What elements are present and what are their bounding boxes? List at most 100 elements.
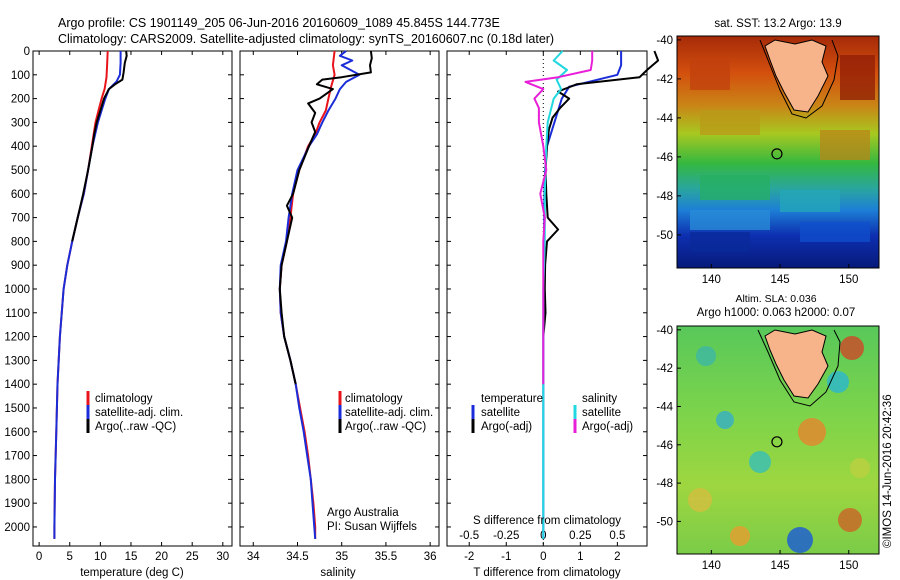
sla-blob bbox=[688, 488, 712, 512]
ytick-label: 1800 bbox=[4, 474, 30, 486]
diff-legend-t-sat: satellite bbox=[481, 407, 520, 419]
difference-panel: -2 -1 0 1 2-0.5 -0.25 0 0.25 0.5 T difference fr… bbox=[446, 50, 660, 579]
ytick-label: 1900 bbox=[4, 498, 30, 510]
ytick-label: 200 bbox=[11, 94, 30, 106]
map-xtick-label: 145 bbox=[770, 274, 789, 286]
sla-blob bbox=[730, 526, 750, 546]
difference-legend: temperature satellite Argo(-adj) salinit… bbox=[471, 393, 633, 433]
sla-blob bbox=[838, 508, 862, 532]
xtick-label: 20 bbox=[155, 551, 168, 563]
difference-lines bbox=[524, 50, 660, 539]
map-ytick-label: -42 bbox=[656, 363, 673, 375]
xtick-label: 0 bbox=[540, 551, 546, 563]
series-t-argo-adj- bbox=[542, 50, 660, 337]
temperature-lines bbox=[53, 50, 128, 539]
xtick-label: -2 bbox=[464, 551, 474, 563]
map-ytick-label: -46 bbox=[656, 440, 673, 452]
temperature-xlabel: temperature (deg C) bbox=[80, 567, 184, 579]
tasmania-land-sla bbox=[764, 329, 829, 399]
sst-patch bbox=[840, 55, 875, 100]
temperature-legend: climatology satellite-adj. clim. Argo(..… bbox=[86, 391, 183, 433]
sla-blob bbox=[716, 411, 734, 429]
sst-patches bbox=[690, 55, 875, 252]
ytick-label: 2000 bbox=[4, 522, 30, 534]
map-ytick-label: -40 bbox=[656, 35, 673, 47]
temperature-ticks: 0100200300400500600700800900100011001200… bbox=[4, 46, 232, 563]
sal-legend-climatology: climatology bbox=[345, 393, 403, 405]
sst-map-frame bbox=[676, 35, 880, 269]
header-line-1: Argo profile: CS 1901149_205 06-Jun-2016… bbox=[58, 16, 500, 30]
xtick-label: 1 bbox=[577, 551, 583, 563]
sla-blob bbox=[749, 451, 771, 473]
legend-satellite: satellite-adj. clim. bbox=[95, 407, 183, 419]
argo-location-marker bbox=[771, 148, 783, 160]
sst-patch bbox=[820, 130, 870, 160]
sst-patch bbox=[690, 60, 730, 90]
xtick-label: 35.5 bbox=[375, 551, 397, 563]
salinity-ticks: 34 34.5 35 35.5 36 bbox=[240, 50, 439, 563]
map-ytick-label: -50 bbox=[656, 516, 673, 528]
legend-salinity-title: salinity bbox=[582, 393, 617, 405]
xtick-label: 25 bbox=[186, 551, 199, 563]
imos-credit: ©IMOS 14-Jun-2016 20:42:36 bbox=[882, 394, 894, 548]
xtick-label: 5 bbox=[67, 551, 73, 563]
xtick-label: 10 bbox=[94, 551, 107, 563]
xtick-label: 2 bbox=[614, 551, 620, 563]
diff-legend-t-argo: Argo(-adj) bbox=[481, 421, 532, 433]
stick-label: -0.5 bbox=[459, 530, 479, 542]
sla-bathymetry-contour bbox=[757, 329, 841, 407]
sla-map-subtitle: Argo h1000: 0.063 h2000: 0.07 bbox=[697, 307, 856, 319]
sst-patch bbox=[800, 222, 870, 242]
diff-legend-s-sat: satellite bbox=[582, 407, 621, 419]
legend-temperature-title: temperature bbox=[481, 393, 543, 405]
ytick-label: 1200 bbox=[4, 332, 30, 344]
ytick-label: 1700 bbox=[4, 451, 30, 463]
ytick-label: 900 bbox=[11, 260, 30, 272]
stick-label: 0.5 bbox=[609, 530, 625, 542]
map-ytick-label: -40 bbox=[656, 325, 673, 337]
sal-legend-satellite: satellite-adj. clim. bbox=[345, 407, 433, 419]
salinity-legend: climatology satellite-adj. clim. Argo(..… bbox=[338, 391, 433, 433]
xtick-label: 15 bbox=[125, 551, 138, 563]
ytick-label: 1600 bbox=[4, 427, 30, 439]
map-xtick-label: 145 bbox=[770, 560, 789, 572]
sst-bathymetry-contour bbox=[759, 39, 839, 119]
map-ytick-label: -44 bbox=[656, 113, 673, 125]
ytick-label: 100 bbox=[11, 70, 30, 82]
map-xtick-label: 140 bbox=[702, 560, 721, 572]
map-ytick-label: -46 bbox=[656, 152, 673, 164]
argo-location-marker-sla bbox=[771, 436, 783, 448]
difference-xlabel-top: S difference from climatology bbox=[473, 515, 621, 527]
ytick-label: 300 bbox=[11, 117, 30, 129]
legend-climatology: climatology bbox=[95, 393, 153, 405]
xtick-label: 30 bbox=[216, 551, 229, 563]
salinity-xlabel: salinity bbox=[320, 567, 355, 579]
temperature-axes-frame bbox=[32, 50, 233, 547]
map-ytick-label: -42 bbox=[656, 74, 673, 86]
map-xtick-label: 150 bbox=[839, 274, 858, 286]
difference-axes-frame bbox=[446, 50, 648, 547]
legend-argo: Argo(..raw -QC) bbox=[95, 421, 176, 433]
sal-legend-argo: Argo(..raw -QC) bbox=[345, 421, 426, 433]
xtick-label: 34 bbox=[247, 551, 260, 563]
tasmania-land bbox=[764, 39, 829, 113]
ytick-label: 800 bbox=[11, 236, 30, 248]
map-xtick-label: 150 bbox=[839, 560, 858, 572]
sla-blob bbox=[787, 527, 813, 553]
sst-patch bbox=[700, 110, 760, 135]
sla-map: Altim. SLA: 0.036 Argo h1000: 0.063 h200… bbox=[656, 293, 880, 572]
sst-patch bbox=[700, 175, 770, 200]
ytick-label: 1500 bbox=[4, 403, 30, 415]
salinity-panel: 34 34.5 35 35.5 36 salinity climatology sate… bbox=[239, 50, 440, 579]
xtick-label: -1 bbox=[501, 551, 511, 563]
map-ytick-label: -48 bbox=[656, 191, 673, 203]
ytick-label: 1400 bbox=[4, 379, 30, 391]
ytick-label: 1000 bbox=[4, 284, 30, 296]
ytick-label: 700 bbox=[11, 213, 30, 225]
series-argo-raw-qc- bbox=[278, 50, 373, 385]
sst-patch bbox=[690, 232, 750, 252]
sst-patch bbox=[780, 190, 840, 212]
sla-map-ticks: 140 145 150 -40 -42 -44 -46 -48 -50 bbox=[656, 325, 858, 572]
salinity-axes-frame bbox=[239, 50, 440, 547]
temperature-panel: 0100200300400500600700800900100011001200… bbox=[4, 46, 233, 579]
